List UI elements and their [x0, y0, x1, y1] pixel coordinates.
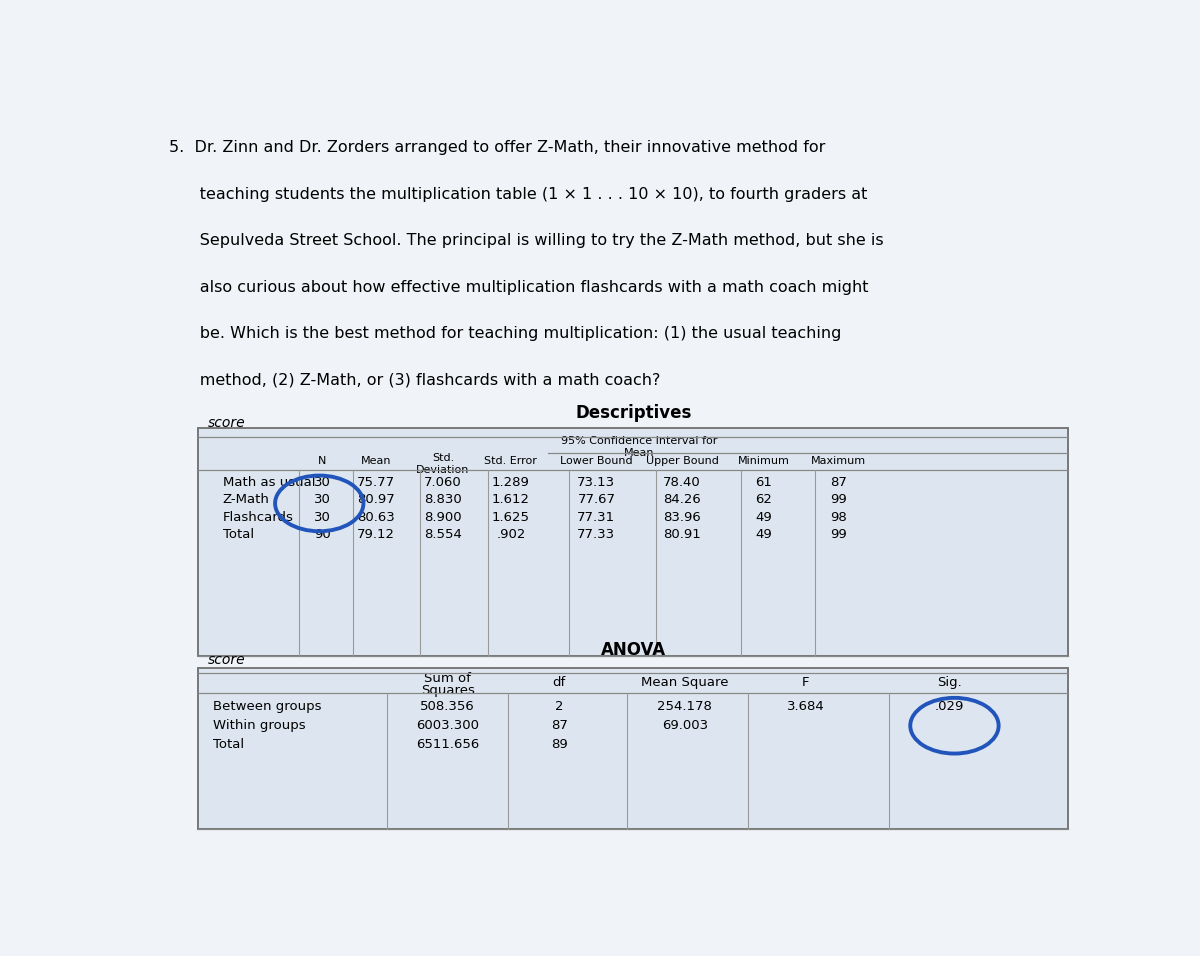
Text: Sig.: Sig. — [937, 676, 962, 689]
Text: also curious about how effective multiplication flashcards with a math coach mig: also curious about how effective multipl… — [168, 279, 868, 294]
Text: Std.: Std. — [432, 453, 454, 463]
Text: 90: 90 — [313, 528, 330, 541]
Text: 49: 49 — [756, 528, 772, 541]
Text: Sepulveda Street School. The principal is willing to try the Z-Math method, but : Sepulveda Street School. The principal i… — [168, 233, 883, 249]
Text: Lower Bound: Lower Bound — [560, 456, 632, 467]
Text: 77.31: 77.31 — [577, 511, 616, 524]
Text: 84.26: 84.26 — [664, 493, 701, 507]
Text: 87: 87 — [551, 719, 568, 732]
Text: 61: 61 — [755, 476, 773, 489]
Text: 5.  Dr. Zinn and Dr. Zorders arranged to offer Z-Math, their innovative method f: 5. Dr. Zinn and Dr. Zorders arranged to … — [168, 141, 824, 156]
Text: Z-Math: Z-Math — [222, 493, 270, 507]
Text: Total: Total — [222, 528, 253, 541]
Text: ANOVA: ANOVA — [601, 641, 666, 660]
Text: Std. Error: Std. Error — [485, 456, 538, 467]
Text: Within groups: Within groups — [214, 719, 306, 732]
Text: 49: 49 — [756, 511, 772, 524]
Text: 8.900: 8.900 — [424, 511, 462, 524]
Text: 254.178: 254.178 — [658, 700, 712, 713]
Text: 1.625: 1.625 — [492, 511, 530, 524]
Text: 62: 62 — [755, 493, 773, 507]
Text: Squares: Squares — [421, 684, 474, 697]
Text: Math as usual: Math as usual — [222, 476, 316, 489]
Text: be. Which is the best method for teaching multiplication: (1) the usual teaching: be. Which is the best method for teachin… — [168, 326, 841, 341]
Text: 8.554: 8.554 — [424, 528, 462, 541]
Text: Sum of: Sum of — [424, 672, 472, 685]
FancyBboxPatch shape — [198, 668, 1068, 829]
Text: .029: .029 — [935, 700, 965, 713]
Text: Mean: Mean — [361, 456, 391, 467]
Text: 95% Confidence Interval for: 95% Confidence Interval for — [560, 436, 718, 445]
Text: 8.830: 8.830 — [424, 493, 462, 507]
Text: 30: 30 — [313, 476, 330, 489]
Text: 89: 89 — [551, 738, 568, 750]
Text: Upper Bound: Upper Bound — [646, 456, 719, 467]
Text: 30: 30 — [313, 493, 330, 507]
Text: 1.289: 1.289 — [492, 476, 529, 489]
Text: 80.63: 80.63 — [358, 511, 395, 524]
Text: 3.684: 3.684 — [787, 700, 824, 713]
Text: 80.97: 80.97 — [358, 493, 395, 507]
Text: 2: 2 — [554, 700, 564, 713]
Text: .902: .902 — [496, 528, 526, 541]
Text: 69.003: 69.003 — [661, 719, 708, 732]
Text: 83.96: 83.96 — [664, 511, 701, 524]
Text: 87: 87 — [829, 476, 847, 489]
Text: Maximum: Maximum — [811, 456, 865, 467]
Text: Mean Square: Mean Square — [641, 676, 728, 689]
Text: 30: 30 — [313, 511, 330, 524]
Text: Deviation: Deviation — [416, 465, 469, 474]
Text: teaching students the multiplication table (1 × 1 . . . 10 × 10), to fourth grad: teaching students the multiplication tab… — [168, 186, 866, 202]
Text: Between groups: Between groups — [214, 700, 322, 713]
Text: 78.40: 78.40 — [664, 476, 701, 489]
Text: 98: 98 — [830, 511, 846, 524]
Text: Flashcards: Flashcards — [222, 511, 294, 524]
Text: 508.356: 508.356 — [420, 700, 475, 713]
Text: 73.13: 73.13 — [577, 476, 616, 489]
Text: 7.060: 7.060 — [424, 476, 462, 489]
Text: N: N — [318, 456, 326, 467]
Text: 75.77: 75.77 — [356, 476, 395, 489]
Text: 6003.300: 6003.300 — [416, 719, 479, 732]
Text: 99: 99 — [830, 493, 846, 507]
Text: 77.33: 77.33 — [577, 528, 616, 541]
Text: 6511.656: 6511.656 — [416, 738, 479, 750]
Text: score: score — [208, 416, 245, 430]
Text: 77.67: 77.67 — [577, 493, 616, 507]
Text: F: F — [802, 676, 809, 689]
Text: Minimum: Minimum — [738, 456, 790, 467]
Text: method, (2) Z-Math, or (3) flashcards with a math coach?: method, (2) Z-Math, or (3) flashcards wi… — [168, 373, 660, 387]
Text: 79.12: 79.12 — [356, 528, 395, 541]
Text: Mean: Mean — [624, 447, 654, 458]
Text: 1.612: 1.612 — [492, 493, 530, 507]
Text: df: df — [552, 676, 566, 689]
FancyBboxPatch shape — [198, 427, 1068, 656]
Text: score: score — [208, 653, 245, 667]
Text: 80.91: 80.91 — [664, 528, 701, 541]
Text: Descriptives: Descriptives — [576, 404, 691, 423]
Text: Total: Total — [214, 738, 245, 750]
Text: 99: 99 — [830, 528, 846, 541]
